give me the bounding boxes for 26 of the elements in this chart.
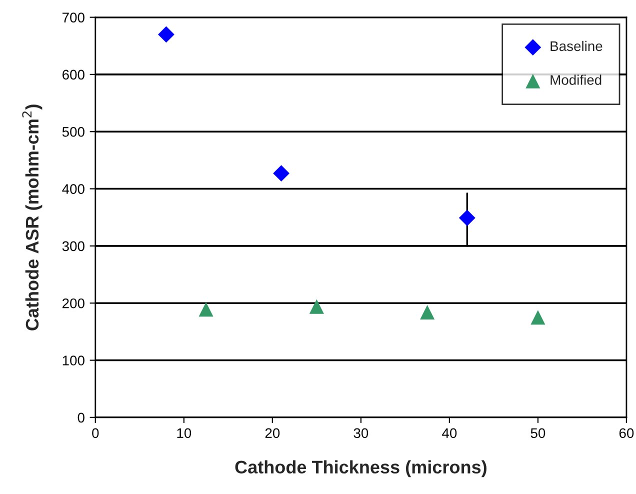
y-tick-label: 200 <box>62 298 84 308</box>
point <box>420 304 435 320</box>
y-tick-label: 600 <box>62 70 84 80</box>
y-tick-label: 300 <box>62 241 84 252</box>
point <box>198 302 214 317</box>
x-tick-label: 0 <box>92 428 99 438</box>
point <box>530 310 546 325</box>
point <box>309 299 324 314</box>
point <box>158 26 174 43</box>
legend-label: Modified <box>550 74 602 85</box>
legend-label: Baseline <box>550 40 602 52</box>
y-tick-label: 500 <box>62 126 84 137</box>
point <box>273 165 290 182</box>
x-tick-label: 10 <box>177 428 192 438</box>
x-axis-title: Cathode Thickness (microns) <box>235 460 486 478</box>
x-tick-label: 40 <box>442 428 457 438</box>
y-axis-title: Cathode ASR (mohm-cm$^{2}$) <box>22 104 42 330</box>
y-tick-label: 100 <box>62 356 84 366</box>
y-tick-label: 700 <box>62 12 84 22</box>
point <box>458 210 476 226</box>
x-tick-label: 50 <box>530 428 546 438</box>
y-tick-label: 400 <box>62 184 84 194</box>
x-tick-label: 20 <box>265 428 280 438</box>
x-tick-label: 60 <box>619 428 634 438</box>
x-tick-label: 30 <box>354 428 368 438</box>
y-tick-label: 0 <box>78 412 84 423</box>
